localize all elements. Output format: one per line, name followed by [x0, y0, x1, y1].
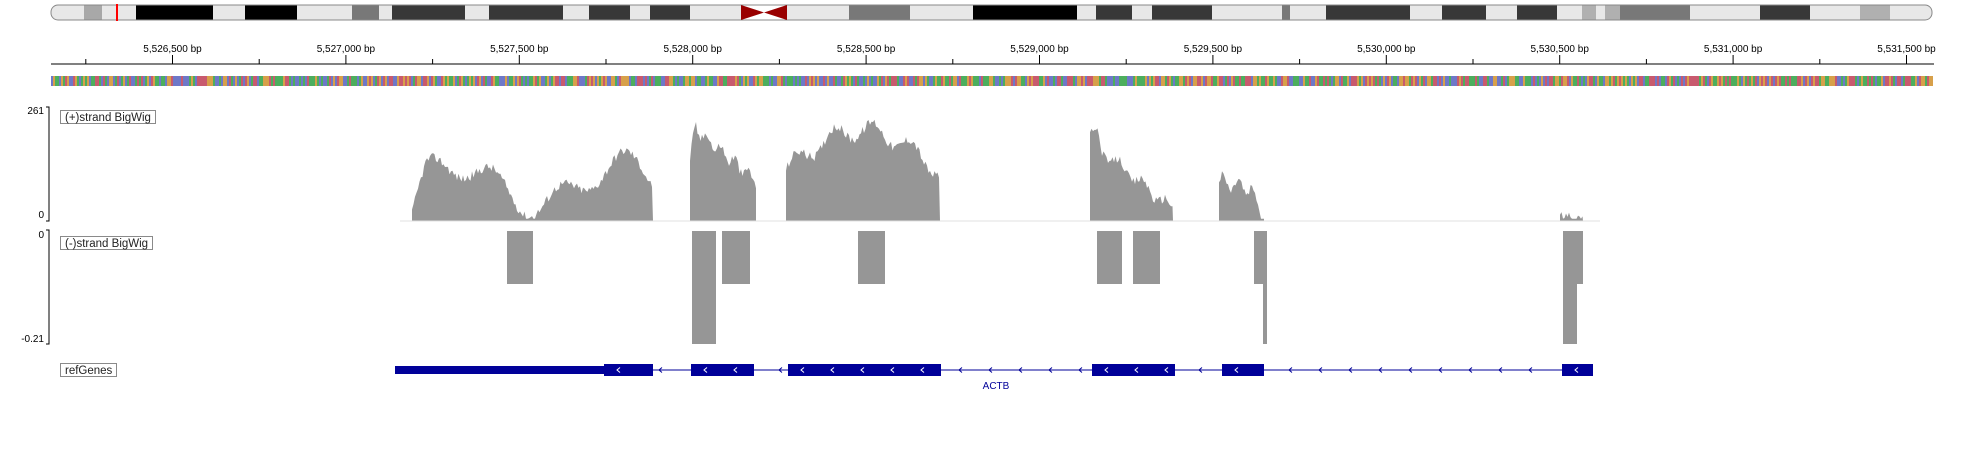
minus-coverage-bar [1097, 231, 1122, 284]
plus-scale-min: 0 [38, 210, 44, 221]
minus-coverage-bar [507, 231, 533, 284]
sequence-track [51, 76, 1933, 86]
minus-coverage-bar [1133, 231, 1160, 284]
ruler-tick-label: 5,531,500 bp [1877, 44, 1936, 55]
exon-strand-arrow [800, 367, 805, 373]
gene-exon[interactable] [1562, 364, 1593, 376]
plus-coverage-area [412, 119, 1583, 221]
exon-strand-arrow [830, 367, 835, 373]
intron-strand-arrow [778, 367, 783, 373]
intron-strand-arrow [1468, 367, 1473, 373]
ruler-tick-label: 5,527,000 bp [317, 44, 376, 55]
intron-strand-arrow [988, 367, 993, 373]
gene-exon[interactable] [788, 364, 941, 376]
intron-strand-arrow [1348, 367, 1353, 373]
ruler-tick-label: 5,527,500 bp [490, 44, 549, 55]
minus-scale-min: -0.21 [21, 334, 44, 345]
gene-exon[interactable] [604, 364, 653, 376]
gene-exon[interactable] [1222, 364, 1264, 376]
plus-scale-max: 261 [27, 106, 44, 117]
intron-strand-arrow [958, 367, 963, 373]
exon-strand-arrow [616, 367, 621, 373]
intron-strand-arrow [1378, 367, 1383, 373]
minus-coverage-bar [1563, 231, 1577, 344]
exon-strand-arrow [1134, 367, 1139, 373]
minus-strand-plot[interactable]: 0 -0.21 [0, 227, 1975, 351]
ideogram-outline [50, 4, 1933, 21]
ruler-tick-label: 5,528,000 bp [664, 44, 723, 55]
intron-strand-arrow [1018, 367, 1023, 373]
gene-exon[interactable] [691, 364, 754, 376]
minus-coverage-bar [722, 231, 750, 284]
ruler-tick-label: 5,529,000 bp [1010, 44, 1069, 55]
centromere-left [741, 5, 764, 20]
ruler-tick-label: 5,531,000 bp [1704, 44, 1763, 55]
exon-strand-arrow [860, 367, 865, 373]
exon-strand-arrow [1574, 367, 1579, 373]
plus-strand-plot[interactable]: 261 0 [0, 99, 1975, 227]
exon-strand-arrow [920, 367, 925, 373]
intron-strand-arrow [1318, 367, 1323, 373]
ruler-tick-label: 5,529,500 bp [1184, 44, 1243, 55]
ruler-tick-label: 5,526,500 bp [143, 44, 202, 55]
intron-strand-arrow [1048, 367, 1053, 373]
minus-coverage-bar [858, 231, 885, 284]
genes-track-label[interactable]: refGenes [60, 363, 118, 377]
current-view-marker[interactable] [116, 4, 118, 21]
minus-coverage-bars [507, 231, 1583, 344]
intron-strand-arrow [1198, 367, 1203, 373]
intron-strand-arrow [1438, 367, 1443, 373]
intron-strand-arrow [1288, 367, 1293, 373]
refgenes-plot[interactable]: ACTB [0, 355, 1975, 395]
genomic-ruler: 5,526,500 bp 5,527,000 bp 5,527,500 bp 5,52… [51, 44, 1936, 65]
intron-strand-arrow [1408, 367, 1413, 373]
actb-gene-model[interactable] [395, 364, 1593, 376]
minus-coverage-bar [1577, 231, 1583, 284]
gene-name-label[interactable]: ACTB [983, 381, 1010, 392]
intron-strand-arrow [658, 367, 663, 373]
minus-track-label[interactable]: (-)strand BigWig [60, 236, 154, 250]
intron-strand-arrow [1078, 367, 1083, 373]
centromere-right [764, 5, 787, 20]
exon-strand-arrow [703, 367, 708, 373]
exon-strand-arrow [1234, 367, 1239, 373]
minus-coverage-bar [1263, 231, 1267, 344]
chromosome-ideogram[interactable] [0, 0, 1975, 26]
intron-strand-arrow [1498, 367, 1503, 373]
exon-strand-arrow [1104, 367, 1109, 373]
minus-scale-max: 0 [38, 230, 44, 241]
gene-exon[interactable] [1092, 364, 1175, 376]
ruler-tick-label: 5,530,000 bp [1357, 44, 1416, 55]
ruler-tick-label: 5,530,500 bp [1531, 44, 1590, 55]
exon-strand-arrow [733, 367, 738, 373]
intron-strand-arrow [1528, 367, 1533, 373]
exon-strand-arrow [890, 367, 895, 373]
exon-strand-arrow [1164, 367, 1169, 373]
ruler-tick-label: 5,528,500 bp [837, 44, 896, 55]
plus-track-label[interactable]: (+)strand BigWig [60, 110, 156, 124]
minus-coverage-bar [692, 231, 716, 344]
gene-utr[interactable] [395, 366, 604, 374]
